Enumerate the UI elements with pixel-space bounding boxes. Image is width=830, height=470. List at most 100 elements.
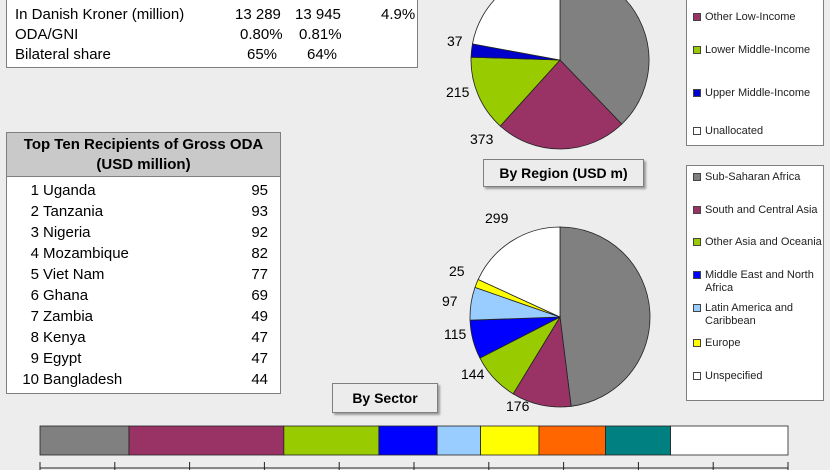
stat-value-1: 13 289 — [235, 6, 281, 23]
stat-value-2: 0.81% — [299, 26, 342, 43]
region-legend: Sub-Saharan Africa South and Central Asia… — [686, 165, 824, 401]
stat-value-2: 13 945 — [295, 6, 341, 23]
by-sector-label: By Sector — [332, 383, 438, 413]
recipient-rank: 10 — [22, 371, 39, 388]
recipient-name: Viet Nam — [43, 266, 105, 283]
stat-value-1: 65% — [247, 46, 278, 63]
pie-slice — [472, 0, 561, 61]
legend-swatch — [693, 339, 701, 347]
recipient-value: 47 — [251, 329, 268, 346]
sector-bar-segment — [480, 425, 540, 456]
recipient-value: 49 — [251, 308, 268, 325]
recipient-rank: 9 — [30, 350, 39, 367]
legend-swatch — [693, 13, 701, 21]
recipient-rank: 6 — [30, 287, 39, 304]
recipient-name: Egypt — [43, 350, 82, 367]
stat-label: ODA/GNI — [15, 26, 79, 43]
recipient-rank: 4 — [30, 245, 39, 262]
legend-swatch — [693, 127, 701, 135]
legend-swatch — [693, 46, 701, 54]
recipient-rank: 5 — [30, 266, 39, 283]
legend-label: Upper Middle-Income — [705, 87, 811, 99]
stat-change: 4.9% — [381, 6, 416, 23]
recipient-row: 8 Kenya 47 — [7, 329, 280, 350]
legend-label: Lower Middle-Income — [705, 44, 811, 56]
pie-slice — [477, 226, 561, 318]
stat-value-1: 0.80% — [240, 26, 283, 43]
legend-swatch — [693, 372, 701, 380]
by-region-label: By Region (USD m) — [483, 159, 644, 187]
stat-value-2: 64% — [307, 46, 338, 63]
pie-data-label: 144 — [461, 366, 485, 382]
legend-label: Other Asia and Oceania — [705, 236, 822, 248]
recipient-rank: 2 — [30, 203, 39, 220]
recipient-row: 2 Tanzania 93 — [7, 203, 280, 224]
recipient-value: 77 — [251, 266, 268, 283]
recipient-row: 4 Mozambique 82 — [7, 245, 280, 266]
pie-data-label: 115 — [444, 326, 467, 342]
pie-data-label: 373 — [470, 131, 494, 147]
pie-data-label: 299 — [485, 210, 509, 226]
recipient-rank: 3 — [30, 224, 39, 241]
recipient-name: Tanzania — [43, 203, 104, 220]
legend-swatch — [693, 206, 701, 214]
sector-stacked-bar — [39, 425, 789, 470]
pie-slice — [499, 59, 623, 150]
pie-slice — [470, 56, 561, 127]
sector-bar-segment — [39, 425, 130, 456]
top-recipients-table: Top Ten Recipients of Gross ODA (USD mil… — [6, 132, 281, 394]
legend-swatch — [693, 271, 701, 279]
legend-label: Middle East and North Africa — [705, 269, 814, 294]
recipient-name: Ghana — [43, 287, 89, 304]
legend-label: South and Central Asia — [705, 204, 818, 216]
income-legend: Other Low-Income Lower Middle-Income Upper… — [686, 0, 824, 146]
recipient-value: 44 — [251, 371, 268, 388]
recipient-name: Uganda — [43, 182, 96, 199]
recipient-name: Bangladesh — [43, 371, 123, 388]
recipient-row: 6 Ghana 69 — [7, 287, 280, 308]
recipient-value: 47 — [251, 350, 268, 367]
recipient-value: 95 — [251, 182, 268, 199]
recipient-row: 9 Egypt 47 — [7, 350, 280, 371]
recipient-value: 93 — [251, 203, 268, 220]
legend-label: Unallocated — [705, 125, 764, 137]
recipients-title: Top Ten Recipients of Gross ODA (USD mil… — [7, 133, 280, 177]
recipient-row: 5 Viet Nam 77 — [7, 266, 280, 287]
legend-swatch — [693, 89, 701, 97]
recipient-value: 92 — [251, 224, 268, 241]
recipient-name: Zambia — [43, 308, 94, 325]
sector-bar-segment — [283, 425, 380, 456]
recipient-value: 82 — [251, 245, 268, 262]
recipient-rank: 1 — [30, 182, 39, 199]
stat-label: Bilateral share — [15, 46, 111, 63]
recipient-row: 3 Nigeria 92 — [7, 224, 280, 245]
legend-label: Sub-Saharan Africa — [705, 171, 801, 183]
recipient-name: Kenya — [43, 329, 86, 346]
legend-swatch — [693, 238, 701, 246]
recipient-name: Mozambique — [43, 245, 129, 262]
sector-bar-segment — [378, 425, 438, 456]
recipient-row: 7 Zambia 49 — [7, 308, 280, 329]
recipient-row: 10 Bangladesh 44 — [7, 371, 280, 392]
legend-label: Unspecified — [705, 370, 763, 382]
legend-swatch — [693, 304, 701, 312]
region-pie-chart — [469, 226, 651, 408]
recipient-name: Nigeria — [43, 224, 91, 241]
legend-label: Latin America and Caribbean — [705, 302, 794, 327]
sector-bar-segment — [436, 425, 481, 456]
legend-swatch — [693, 173, 701, 181]
recipient-row: 1 Uganda 95 — [7, 182, 280, 203]
pie-data-label: 37 — [447, 33, 463, 49]
stat-label: In Danish Kroner (million) — [15, 6, 185, 23]
pie-data-label: 176 — [506, 398, 530, 414]
pie-data-label: 25 — [449, 263, 465, 279]
recipient-rank: 8 — [30, 329, 39, 346]
recipient-value: 69 — [251, 287, 268, 304]
recipient-rank: 7 — [30, 308, 39, 325]
pie-slice — [559, 226, 651, 407]
sector-bar-segment — [605, 425, 671, 456]
sector-bar-segment — [538, 425, 606, 456]
legend-label: Europe — [705, 337, 741, 349]
legend-label: Other Low-Income — [705, 11, 796, 23]
income-pie-chart — [470, 0, 650, 150]
